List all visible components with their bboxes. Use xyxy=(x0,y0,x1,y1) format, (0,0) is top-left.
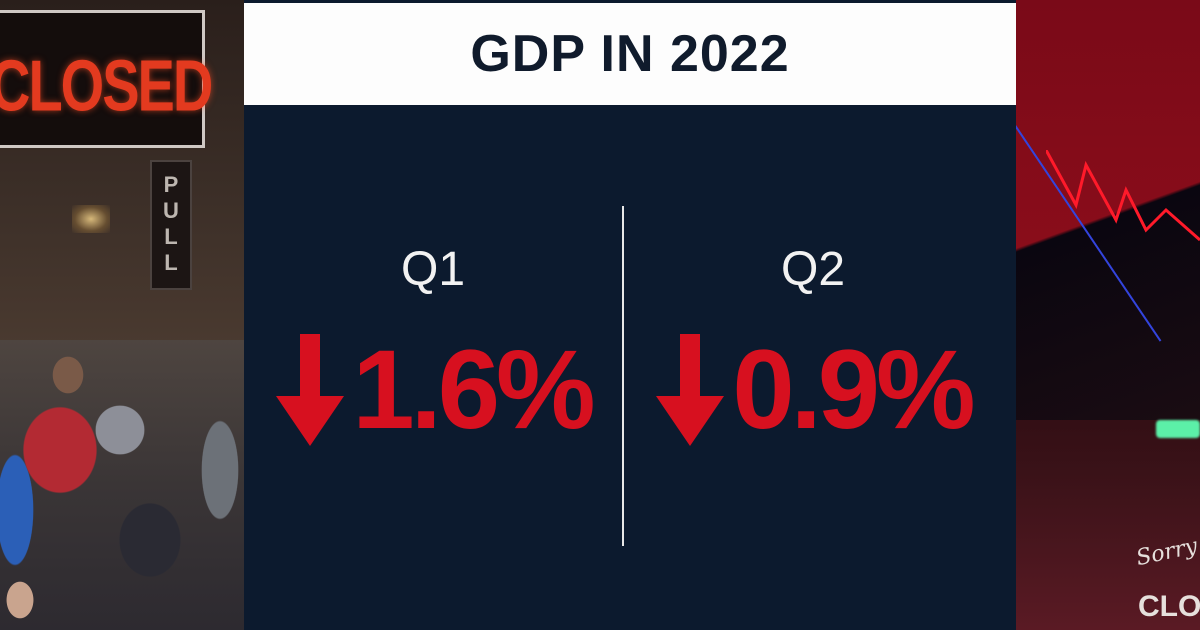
crowd-image xyxy=(0,340,244,630)
quarter-q2: Q2 0.9% xyxy=(624,240,1002,450)
closed-sign-text: CLOSED xyxy=(0,44,213,127)
down-arrow-icon xyxy=(276,334,345,446)
quarter-value-row: 0.9% xyxy=(624,330,1002,450)
gdp-card: GDP IN 2022 Q1 1.6% Q2 0.9% xyxy=(244,0,1016,630)
quarter-value-row: 1.6% xyxy=(244,330,622,450)
down-arrow-icon xyxy=(656,334,725,446)
closed-partial-sign-text: CLO xyxy=(1138,590,1200,623)
quarter-value: 1.6% xyxy=(352,327,595,452)
quarter-label: Q2 xyxy=(780,243,846,296)
quarter-q1: Q1 1.6% xyxy=(244,240,622,450)
quarter-value: 0.9% xyxy=(732,327,975,452)
right-background-photo: Sorry CLO xyxy=(1016,0,1200,630)
divider xyxy=(622,206,624,546)
closed-sign: CLOSED xyxy=(0,10,213,148)
quarter-label: Q1 xyxy=(400,243,466,296)
title-bar: GDP IN 2022 xyxy=(244,3,1016,105)
neon-sign xyxy=(1156,420,1200,438)
card-title: GDP IN 2022 xyxy=(470,25,790,83)
sorry-sign-text: Sorry xyxy=(1134,533,1200,572)
lamp-glow xyxy=(72,205,110,233)
stock-chart-red-line-icon xyxy=(1046,150,1200,242)
